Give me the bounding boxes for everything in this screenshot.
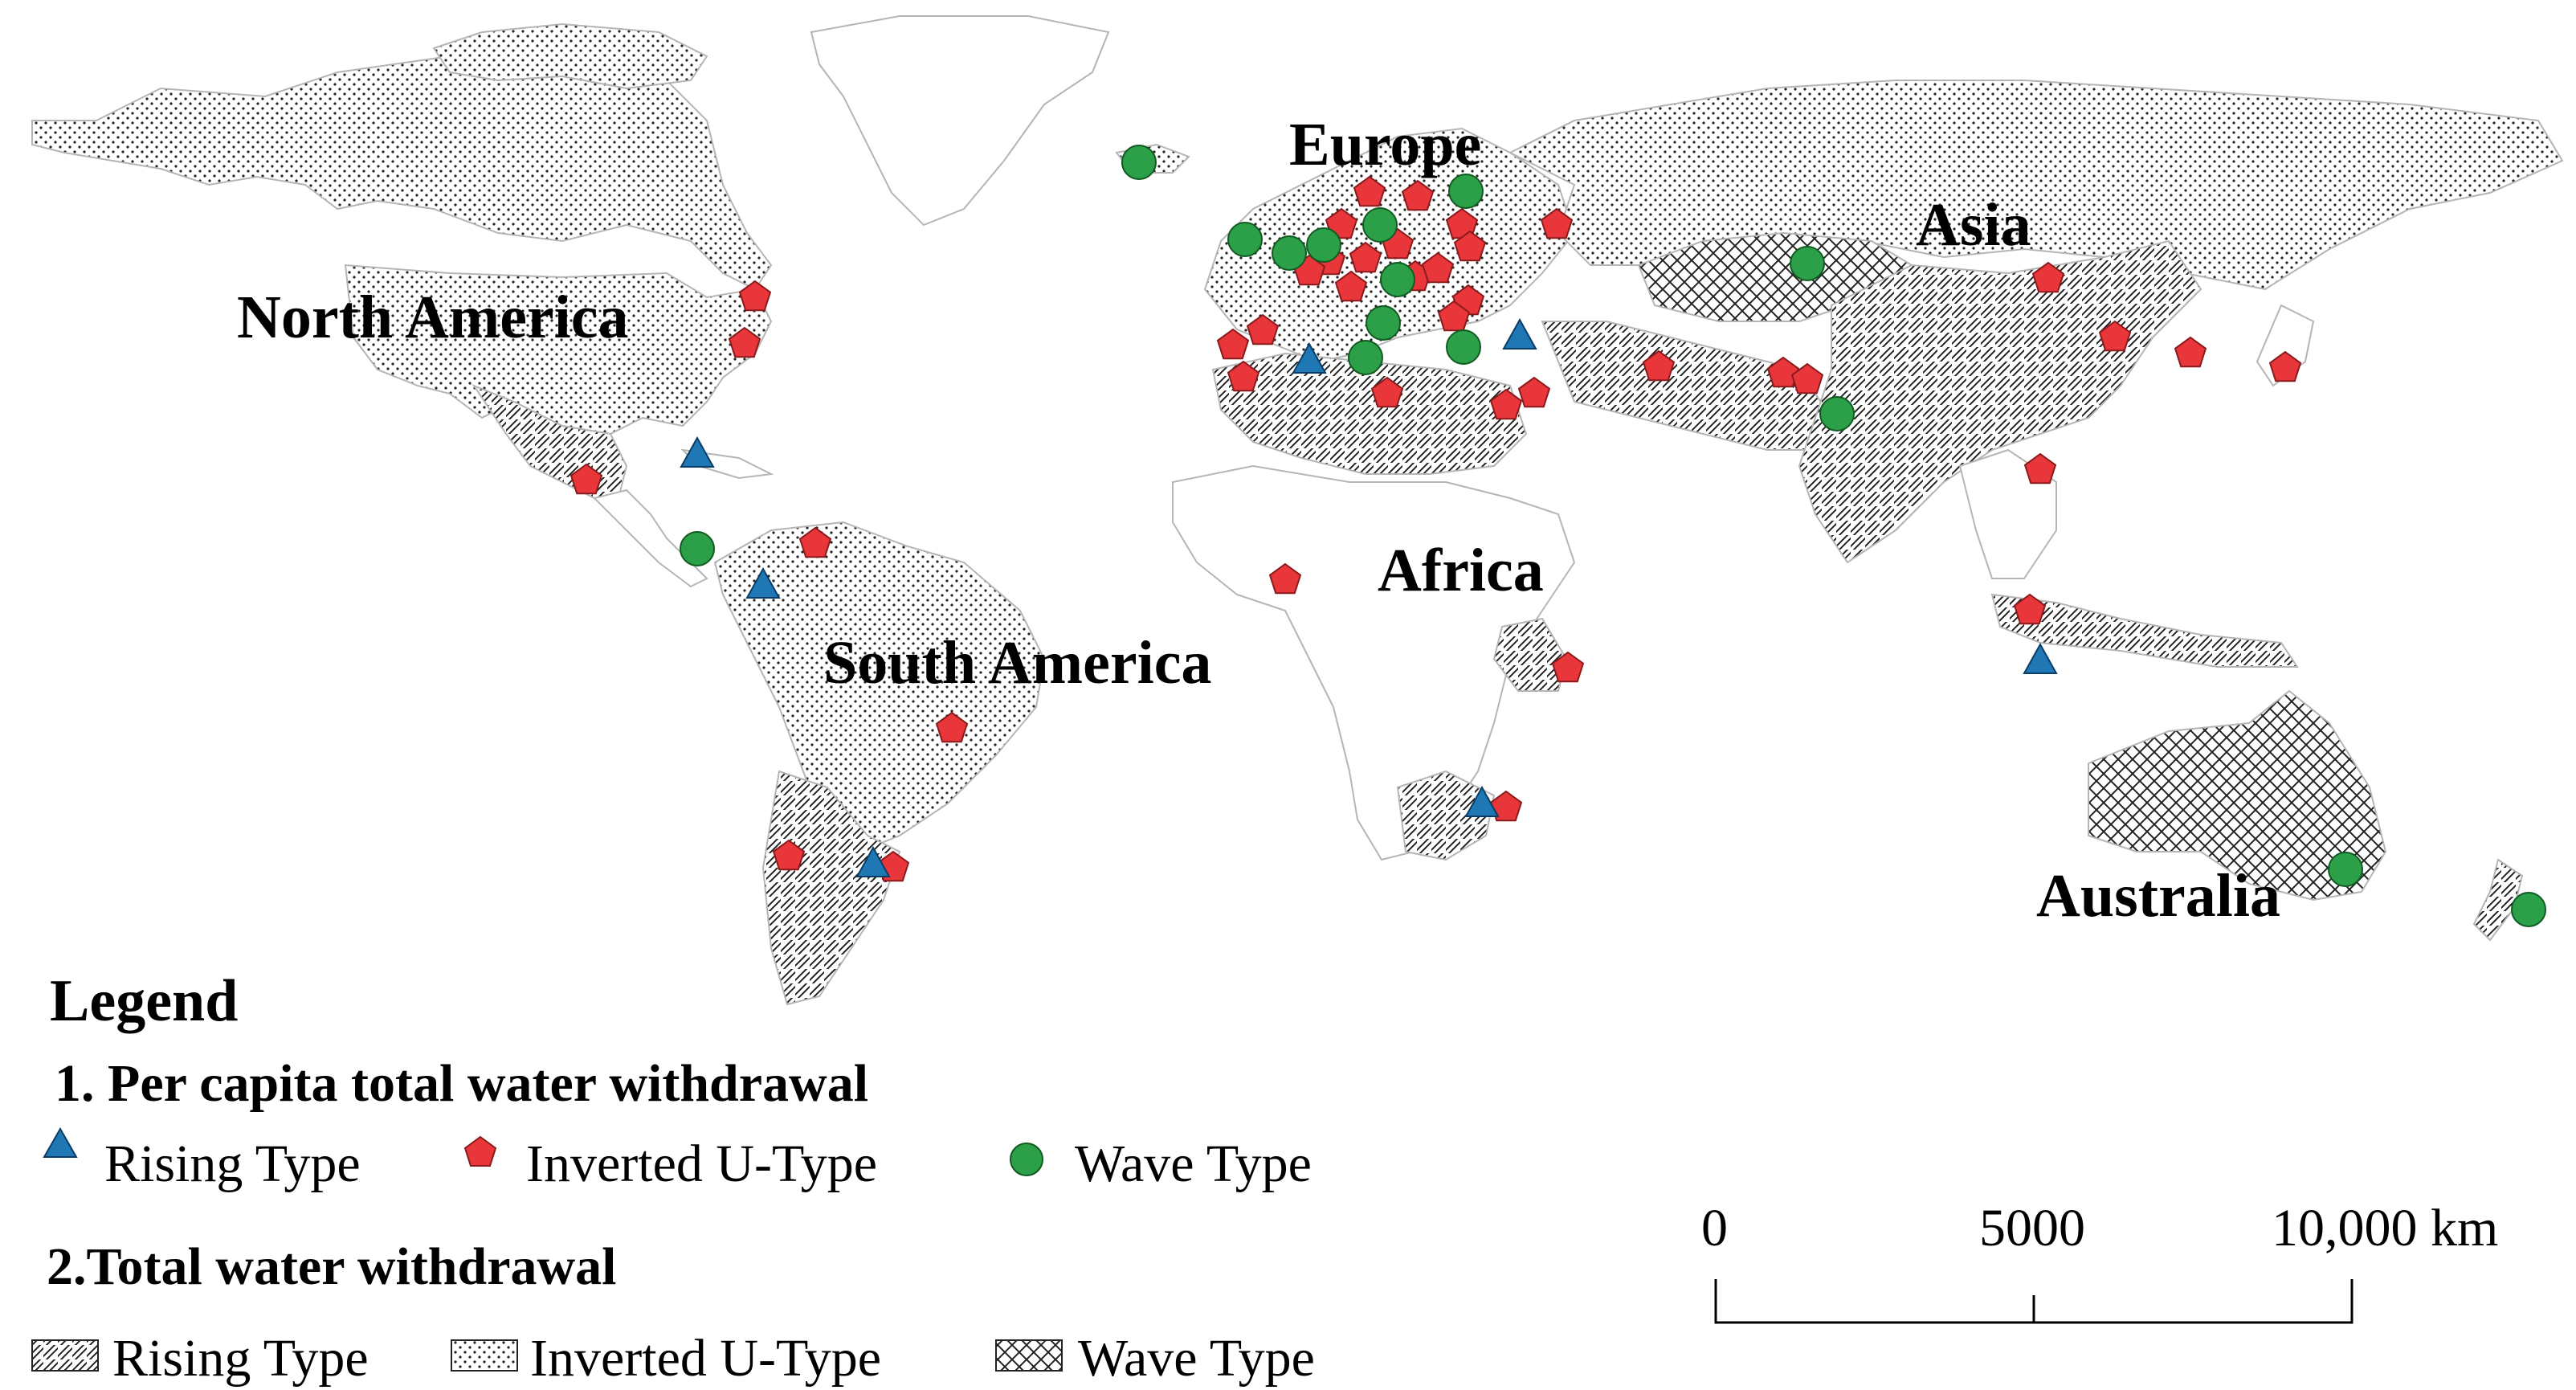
inverted-u-marker-8	[1216, 328, 1250, 360]
inverted-u-marker-36	[2268, 350, 2302, 382]
scale-tick-0-label: 0	[1701, 1199, 1728, 1257]
inverted-u-marker-1	[728, 326, 761, 358]
inverted-u-marker-35	[2174, 336, 2207, 368]
legend-s2-inverted-u-label: Inverted U-Type	[530, 1329, 881, 1388]
legend: Legend 1. Per capita total water withdra…	[31, 968, 1315, 1388]
region-southern-cone	[761, 770, 901, 1006]
legend-s1-wave-label: Wave Type	[1075, 1134, 1312, 1193]
legend-section2-heading: 2.Total water withdrawal	[47, 1237, 617, 1296]
wave-marker-13	[2328, 852, 2363, 887]
region-central-america	[593, 489, 708, 588]
region-china-india	[1798, 239, 2202, 564]
inverted-u-marker-19	[1334, 270, 1368, 302]
inverted-u-marker-3	[798, 526, 832, 558]
wave-marker-12	[1819, 396, 1855, 431]
rising-marker-5	[1464, 785, 1500, 817]
inverted-u-marker-23	[1453, 230, 1487, 262]
legend-diagonal-hatch-swatch	[31, 1339, 99, 1372]
scale-tick-5000-label: 5000	[1979, 1199, 2085, 1257]
inverted-u-marker-11	[1353, 175, 1386, 207]
label-south-america: South America	[823, 629, 1211, 697]
wave-marker-9	[1446, 329, 1481, 365]
legend-dot-stipple-swatch	[451, 1339, 518, 1372]
region-south-america-north	[713, 521, 1046, 853]
wave-marker-6	[1380, 262, 1415, 297]
rising-marker-6	[855, 845, 891, 877]
wave-marker-8	[1348, 340, 1383, 375]
inverted-u-marker-10	[1227, 360, 1260, 392]
legend-s2-rising-label: Rising Type	[112, 1329, 369, 1388]
legend-wave-circle-icon	[1010, 1143, 1043, 1176]
region-southern-africa	[1396, 770, 1496, 861]
region-arctic-islands	[432, 22, 708, 90]
inverted-u-marker-31	[1766, 356, 1800, 388]
legend-section1-heading: 1. Per capita total water withdrawal	[55, 1054, 868, 1113]
wave-marker-10	[1448, 174, 1484, 209]
legend-rising-triangle-icon	[43, 1126, 78, 1158]
wave-marker-4	[1306, 227, 1341, 263]
rising-marker-2	[1292, 341, 1327, 374]
label-africa: Africa	[1378, 537, 1544, 604]
inverted-u-marker-25	[1437, 300, 1471, 332]
inverted-u-marker-37	[2023, 452, 2057, 484]
label-north-america: North America	[237, 284, 629, 351]
scale-bar: 0 5000 10,000 km	[1701, 1199, 2498, 1324]
inverted-u-marker-6	[772, 839, 806, 871]
marker-layer	[569, 145, 2546, 927]
inverted-u-marker-12	[1401, 179, 1435, 211]
legend-s1-rising-label: Rising Type	[104, 1134, 361, 1193]
label-europe: Europe	[1289, 111, 1481, 178]
wave-marker-11	[1790, 246, 1825, 281]
inverted-u-marker-5	[935, 711, 969, 743]
wave-marker-0	[1121, 145, 1157, 180]
rising-marker-0	[680, 435, 715, 468]
label-asia: Asia	[1916, 191, 2031, 259]
inverted-u-marker-32	[1790, 362, 1824, 395]
rising-marker-4	[2023, 642, 2058, 674]
inverted-u-marker-22	[1421, 251, 1455, 284]
inverted-u-marker-33	[2031, 261, 2065, 293]
rising-marker-3	[1502, 317, 1537, 350]
region-new-zealand	[2472, 858, 2524, 942]
rising-marker-1	[745, 566, 781, 599]
inverted-u-marker-28	[1517, 376, 1551, 408]
wave-marker-1	[680, 531, 715, 566]
region-east-africa	[1492, 617, 1568, 692]
legend-inverted-u-pentagon-icon	[463, 1135, 497, 1167]
wave-marker-7	[1366, 305, 1401, 341]
region-australia	[2088, 689, 2387, 901]
inverted-u-marker-27	[1489, 388, 1523, 420]
region-usa	[344, 264, 773, 435]
wave-marker-3	[1272, 235, 1307, 271]
inverted-u-marker-40	[2013, 593, 2047, 625]
inverted-u-marker-0	[738, 280, 772, 312]
inverted-u-marker-2	[569, 463, 603, 495]
legend-title: Legend	[50, 968, 238, 1034]
inverted-u-marker-9	[1246, 313, 1280, 345]
inverted-u-marker-30	[1642, 350, 1676, 382]
wave-marker-5	[1362, 207, 1398, 243]
region-indonesia	[1990, 593, 2299, 668]
label-australia: Australia	[2036, 862, 2280, 930]
inverted-u-marker-26	[1370, 376, 1404, 408]
wave-marker-2	[1227, 222, 1263, 257]
inverted-u-marker-29	[1540, 207, 1574, 239]
inverted-u-marker-34	[2098, 320, 2132, 352]
wave-marker-14	[2511, 892, 2546, 927]
continent-labels: North America South America Europe Afric…	[237, 111, 2280, 930]
region-greenland	[810, 15, 1110, 227]
inverted-u-marker-39	[1489, 790, 1523, 822]
legend-cross-hatch-swatch	[995, 1339, 1063, 1372]
inverted-u-marker-16	[1349, 241, 1382, 273]
inverted-u-marker-38	[1551, 651, 1585, 683]
legend-s2-wave-label: Wave Type	[1078, 1329, 1315, 1388]
scale-bar-line	[1714, 1279, 2354, 1324]
legend-s1-inverted-u-label: Inverted U-Type	[526, 1134, 877, 1193]
scale-tick-10000-label: 10,000 km	[2272, 1199, 2498, 1257]
region-alaska-canada	[31, 47, 773, 291]
inverted-u-marker-4	[1268, 562, 1302, 595]
